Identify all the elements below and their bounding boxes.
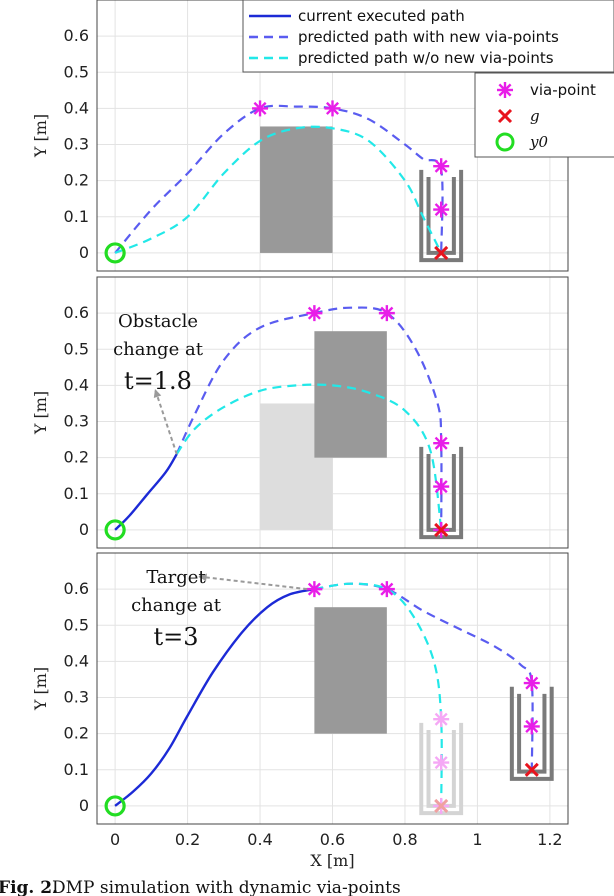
legend-label: current executed path [298, 7, 465, 25]
via-point-marker [433, 158, 450, 175]
legend-goal-icon [497, 108, 513, 124]
via-point-marker [433, 201, 450, 218]
legend-markers: via-point g y0 [474, 72, 614, 158]
legend-label: via-point [530, 81, 596, 99]
series-current-executed-path [114, 587, 315, 807]
y-tick-label: 0.2 [64, 171, 89, 190]
y-tick-label: 0.4 [64, 375, 89, 394]
faded-goal-marker [434, 798, 449, 813]
y-tick-label: 0 [79, 796, 89, 815]
y-tick-label: 0 [79, 520, 89, 539]
y-tick-label: 0.5 [64, 615, 89, 634]
y-tick-label: 0.1 [64, 484, 89, 503]
start-marker [104, 795, 126, 817]
legend-paths: current executed path predicted path with… [242, 0, 614, 73]
obstacle [260, 126, 333, 253]
plot-frame [96, 276, 569, 549]
series-current-executed-path [114, 453, 178, 531]
y-tick-label: 0.1 [64, 760, 89, 779]
y-tick-label: 0.3 [64, 412, 89, 431]
y-tick-label: 0.5 [64, 62, 89, 81]
via-point-marker [433, 478, 450, 495]
legend-label: predicted path with new via-points [298, 28, 559, 46]
legend-label: predicted path w/o new via-points [298, 49, 554, 67]
y-tick-label: 0.2 [64, 448, 89, 467]
series-predicted-path-w-o-new-via-points [114, 125, 443, 254]
y-tick-label: 0 [79, 243, 89, 262]
series-predicted-path-with-new-via-points [114, 104, 444, 254]
panel-middle: 0 0.1 0.2 0.3 0.4 0.5 0.6 Y [m] Obstacle change a… [31, 276, 569, 549]
plot-frame [96, 552, 569, 825]
y-tick-label: 0.3 [64, 135, 89, 154]
x-tick-label: 0.2 [175, 830, 200, 849]
via-point-marker [378, 305, 395, 322]
x-tick-label: 0.8 [392, 830, 417, 849]
y-tick-label: 0.4 [64, 98, 89, 117]
faded-via-point-marker [433, 711, 450, 728]
y-tick-label: 0.4 [64, 651, 89, 670]
legend-label: y0 [529, 133, 548, 151]
obstacle [314, 331, 387, 458]
x-tick-label: 1 [472, 830, 482, 849]
via-point-marker [252, 100, 269, 117]
x-tick-label: 0.4 [247, 830, 272, 849]
obstacle [314, 607, 387, 734]
annotation-text: change at [113, 339, 204, 360]
x-tick-label: 0.6 [320, 830, 345, 849]
series-predicted-path-with-new-via-points [175, 306, 443, 530]
y-tick-label: 0.1 [64, 207, 89, 226]
annotation-text: change at [131, 595, 222, 616]
legend-via-point-icon [497, 82, 513, 98]
annotation-text: Obstacle [118, 311, 198, 332]
faded-via-point-marker [433, 754, 450, 771]
annotation-text: Target [146, 567, 206, 588]
via-point-marker [324, 100, 341, 117]
annotation-text: t=3 [153, 623, 198, 651]
annotation-text: t=1.8 [124, 367, 192, 395]
panel-bottom: 0 0.1 0.2 0.3 0.4 0.5 0.6 Y [m] 0 0.2 0.4 0.6 0.8 1 1.… [31, 552, 569, 870]
legend-box [242, 0, 614, 73]
y-tick-label: 0.6 [64, 26, 89, 45]
y-tick-label: 0.6 [64, 579, 89, 598]
via-point-marker [523, 675, 540, 692]
legend-label: g [530, 107, 540, 125]
start-marker [104, 519, 126, 541]
annotation-arrowhead [153, 389, 162, 398]
via-point-marker [378, 581, 395, 598]
x-tick-label: 0 [110, 830, 120, 849]
via-point-marker [306, 581, 323, 598]
y-axis-label: Y [m] [31, 114, 50, 158]
y-tick-label: 0.3 [64, 688, 89, 707]
x-axis-label: X [m] [310, 851, 354, 870]
y-tick-label: 0.2 [64, 724, 89, 743]
goal-marker [524, 762, 539, 777]
via-point-marker [523, 718, 540, 735]
start-marker [104, 242, 126, 264]
y-tick-label: 0.6 [64, 303, 89, 322]
caption-text: DMP simulation with dynamic via-points [52, 878, 401, 896]
series-predicted-path-w-o-new-via-points [175, 383, 443, 531]
goal-marker [434, 245, 449, 260]
y-tick-label: 0.5 [64, 339, 89, 358]
x-tick-label: 1.2 [537, 830, 562, 849]
legend-start-icon [495, 132, 515, 152]
annotation-arrowhead [198, 573, 207, 582]
caption-prefix: Fig. 2. [0, 878, 58, 896]
y-axis-label: Y [m] [31, 391, 50, 435]
annotation-arrow [198, 575, 308, 591]
via-point-marker [306, 305, 323, 322]
annotation-arrow [154, 388, 178, 455]
goal-marker [434, 522, 449, 537]
via-point-marker [433, 435, 450, 452]
y-axis-label: Y [m] [31, 667, 50, 711]
